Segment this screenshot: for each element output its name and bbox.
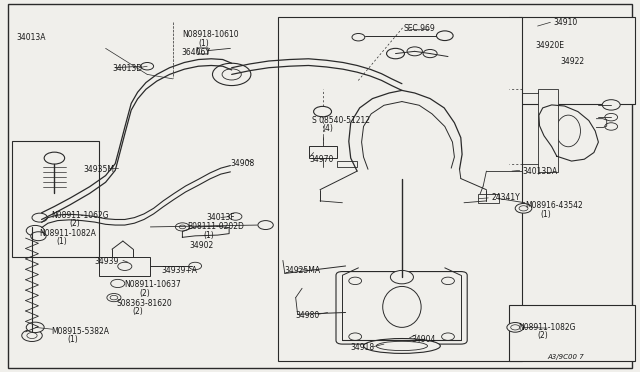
Text: 34908: 34908	[230, 159, 255, 168]
Circle shape	[229, 213, 242, 220]
Circle shape	[511, 325, 520, 330]
Circle shape	[442, 277, 454, 285]
Text: (2): (2)	[140, 289, 150, 298]
Text: 34013DA: 34013DA	[522, 167, 557, 176]
Text: 34910: 34910	[554, 18, 578, 27]
Text: (1): (1)	[56, 237, 67, 246]
Circle shape	[32, 213, 47, 222]
Bar	[12, 141, 99, 257]
Text: S08363-81620: S08363-81620	[116, 299, 172, 308]
Circle shape	[107, 294, 121, 302]
Text: B08111-0202D: B08111-0202D	[187, 222, 244, 231]
Circle shape	[258, 221, 273, 230]
Text: (2): (2)	[132, 307, 143, 316]
Circle shape	[22, 330, 42, 341]
Circle shape	[605, 123, 618, 130]
Text: 36406Y: 36406Y	[181, 48, 210, 57]
Bar	[99, 257, 150, 276]
Circle shape	[519, 206, 528, 211]
Text: SEC.969: SEC.969	[403, 24, 435, 33]
Text: 34920E: 34920E	[535, 41, 564, 50]
Circle shape	[352, 33, 365, 41]
Bar	[337, 161, 357, 167]
Bar	[309, 146, 337, 158]
Circle shape	[26, 225, 44, 236]
Text: A3/9C00 7: A3/9C00 7	[547, 354, 584, 360]
Text: 34939+A: 34939+A	[161, 266, 197, 275]
Circle shape	[515, 203, 532, 213]
Circle shape	[349, 333, 362, 340]
Text: (1): (1)	[67, 335, 78, 344]
Circle shape	[349, 277, 362, 285]
Ellipse shape	[376, 341, 428, 350]
Circle shape	[222, 69, 241, 80]
Circle shape	[602, 100, 620, 110]
Circle shape	[507, 323, 524, 332]
Bar	[278, 17, 522, 361]
Circle shape	[110, 295, 118, 300]
Text: (1): (1)	[198, 39, 209, 48]
Text: 34922: 34922	[561, 57, 585, 65]
Text: (2): (2)	[538, 331, 548, 340]
Circle shape	[314, 106, 332, 117]
Text: 34013D: 34013D	[112, 64, 142, 73]
Circle shape	[179, 225, 186, 229]
Circle shape	[189, 262, 202, 270]
Bar	[509, 305, 635, 361]
Circle shape	[442, 333, 454, 340]
Text: M08915-5382A: M08915-5382A	[51, 327, 109, 336]
Text: 34013F: 34013F	[206, 213, 235, 222]
Circle shape	[118, 262, 132, 270]
Text: (4): (4)	[322, 124, 333, 133]
Text: 34904: 34904	[412, 335, 436, 344]
Circle shape	[407, 47, 422, 56]
Circle shape	[26, 322, 44, 333]
Circle shape	[44, 152, 65, 164]
Circle shape	[423, 49, 437, 58]
Ellipse shape	[364, 339, 440, 353]
FancyBboxPatch shape	[336, 272, 467, 344]
Text: N08911-1082G: N08911-1082G	[518, 323, 576, 332]
Ellipse shape	[556, 115, 580, 147]
Text: 34902: 34902	[189, 241, 214, 250]
Bar	[538, 89, 558, 172]
Circle shape	[111, 279, 125, 288]
Bar	[509, 17, 635, 104]
Text: 34980: 34980	[296, 311, 320, 320]
Circle shape	[212, 63, 251, 86]
Circle shape	[543, 108, 556, 115]
Text: N08911-1062G: N08911-1062G	[51, 211, 109, 220]
Text: 34939: 34939	[95, 257, 119, 266]
Text: 34925MA: 34925MA	[285, 266, 321, 275]
Text: 34970: 34970	[310, 155, 334, 164]
Text: 34935M: 34935M	[83, 165, 114, 174]
Circle shape	[390, 270, 413, 284]
Text: S 08540-51212: S 08540-51212	[312, 116, 371, 125]
Bar	[478, 194, 499, 203]
Text: 34918: 34918	[351, 343, 375, 352]
Text: 34013A: 34013A	[16, 33, 45, 42]
Text: (1): (1)	[204, 231, 214, 240]
Text: N08911-10637: N08911-10637	[124, 280, 181, 289]
Circle shape	[141, 62, 154, 70]
Text: (2): (2)	[69, 219, 80, 228]
Text: 24341Y: 24341Y	[492, 193, 520, 202]
Ellipse shape	[383, 286, 421, 327]
Circle shape	[31, 232, 46, 241]
Circle shape	[543, 142, 556, 150]
Text: N08911-1082A: N08911-1082A	[40, 229, 97, 238]
Circle shape	[27, 333, 37, 339]
Circle shape	[436, 31, 453, 41]
Text: M08916-43542: M08916-43542	[525, 201, 582, 210]
Text: N08918-10610: N08918-10610	[182, 31, 239, 39]
Text: (1): (1)	[541, 210, 552, 219]
Circle shape	[605, 113, 618, 121]
Circle shape	[387, 48, 404, 59]
Circle shape	[175, 223, 189, 231]
